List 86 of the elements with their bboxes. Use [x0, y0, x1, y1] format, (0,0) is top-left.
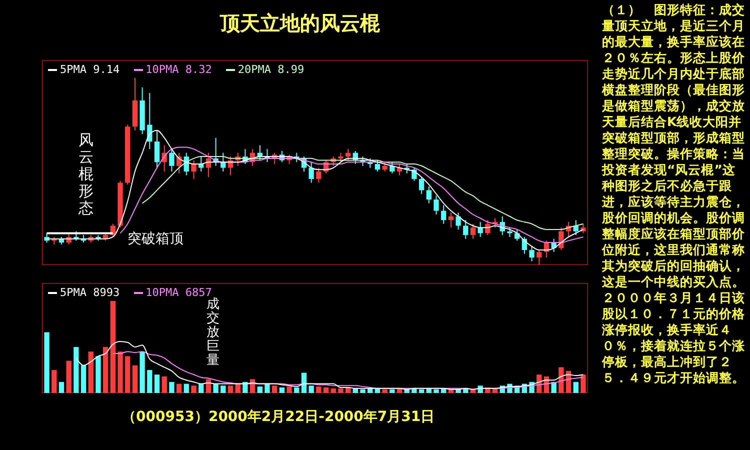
candlestick: [345, 148, 351, 161]
bar: [169, 382, 174, 393]
bar: [220, 386, 226, 393]
bar: [418, 389, 424, 393]
candlestick: [198, 156, 204, 172]
bar: [125, 356, 130, 393]
annotation: 成交放巨量: [206, 297, 220, 368]
candlestick: [470, 223, 476, 240]
bar: [272, 386, 278, 393]
candlestick: [191, 160, 196, 180]
bar: [330, 388, 336, 393]
candlestick: [308, 162, 314, 184]
text: （１） 图形特征：成交量顶天立地，是近三个月的最大量，换手率应该在２０％左右。形态上股价走势近几个月内处于底部横盘整理阶段（最佳图形是做箱型震荡），成交放天量后结合K线收大阳并突破箱型顶部，形成箱型整理突破。操作策略：当投资者发现“风云棍”这种图形之后不必急于跟进，应该等待主力震仓，股价回调的机会。股价调整幅度应该在箱型顶部价位附近，这里我们通常称其为突破后的回抽确认，这是一个中线的买入点。: [602, 2, 745, 289]
candlestick: [485, 220, 490, 236]
candlestick: [316, 167, 322, 184]
legend-label: 5PMA 9.14: [60, 63, 120, 76]
text: ２０００年３月１４日该股以１０．７１元的价格涨停报收，换手率近４０％，接着就连拉５个涨停板，最高上冲到了２５．４９元才开始调整。: [602, 290, 746, 386]
bar: [228, 386, 234, 393]
bar: [162, 376, 167, 393]
legend-label: 20PMA 8.99: [238, 63, 304, 76]
text: （000953）2000年2月22日-2000年7月31日: [122, 408, 435, 426]
bar: [213, 384, 218, 393]
candlestick: [382, 162, 388, 172]
bar: [294, 387, 300, 393]
chart-title: 顶天立地的风云棍: [218, 10, 381, 37]
bar: [279, 387, 285, 393]
candlestick: [374, 160, 380, 172]
bar: [74, 347, 79, 393]
legend-label: 5PMA 8993: [60, 286, 120, 299]
bar: [235, 384, 240, 393]
bar: [118, 352, 123, 393]
candlestick: [412, 167, 417, 182]
candlestick: [441, 204, 446, 224]
candlestick: [529, 246, 534, 262]
bar: [412, 388, 417, 393]
bar: [308, 386, 314, 393]
bar: [110, 301, 116, 393]
bar: [52, 370, 57, 393]
candlestick: [456, 212, 461, 230]
bar: [434, 389, 439, 393]
candlestick: [338, 152, 344, 163]
bar: [66, 360, 72, 393]
bar: [176, 384, 182, 393]
bar: [88, 352, 94, 393]
bar: [316, 386, 322, 393]
candlestick: [573, 220, 578, 236]
candlestick: [426, 186, 432, 204]
bar: [580, 374, 586, 393]
bar: [58, 382, 64, 393]
bar: [147, 370, 152, 393]
candlestick: [463, 220, 468, 240]
bar: [573, 382, 578, 393]
annotation: 风云棍形态: [78, 131, 94, 217]
bar: [456, 389, 461, 393]
bar: [184, 384, 189, 393]
bar: [360, 389, 366, 393]
bar: [338, 388, 344, 393]
candlestick: [169, 148, 174, 172]
bar: [132, 365, 138, 393]
candlestick: [448, 212, 454, 228]
candlestick: [418, 176, 424, 194]
bar: [96, 356, 101, 393]
bar: [257, 386, 262, 393]
candlestick: [220, 152, 226, 172]
candlestick: [514, 228, 520, 242]
bar: [286, 386, 292, 393]
bar: [154, 374, 160, 393]
bar: [102, 347, 108, 393]
bar: [206, 379, 212, 393]
bar: [44, 332, 50, 393]
bar: [382, 389, 388, 393]
candlestick: [536, 250, 542, 265]
bar: [198, 384, 204, 393]
bar: [264, 384, 270, 393]
bar: [301, 372, 307, 393]
bar: [558, 367, 564, 393]
bar: [191, 386, 196, 393]
bar: [80, 365, 86, 393]
candlestick: [154, 130, 160, 168]
bar: [140, 352, 145, 393]
legend-label: 10PMA 8.32: [146, 63, 212, 76]
legend-label: 10PMA 6857: [146, 286, 212, 299]
candlestick: [434, 195, 439, 216]
bar: [390, 389, 395, 393]
bar: [323, 387, 329, 393]
ref-line-label: 突破箱顶: [128, 230, 184, 246]
